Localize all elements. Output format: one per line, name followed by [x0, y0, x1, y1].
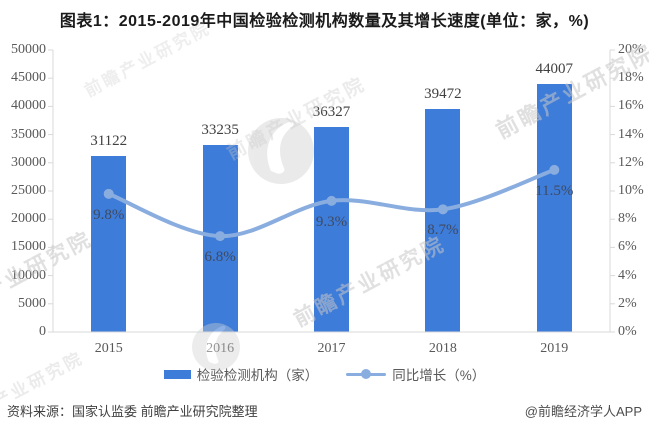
- bar-2018: [425, 109, 461, 332]
- x-axis-label: 2017: [317, 341, 346, 356]
- bar-value-label: 33235: [201, 121, 239, 138]
- left-axis-tick-label: 15000: [11, 239, 46, 255]
- legend: 检验检测机构（家） 同比增长（%）: [0, 364, 649, 384]
- x-axis-label: 2016: [206, 341, 235, 356]
- left-axis-tick-label: 5000: [18, 295, 46, 311]
- legend-label-institutions: 检验检测机构（家）: [196, 368, 319, 383]
- bar-value-label: 44007: [535, 60, 574, 77]
- right-axis-tick-label: 18%: [618, 70, 644, 86]
- right-axis-tick-label: 8%: [618, 211, 637, 227]
- right-axis-tick-label: 12%: [618, 154, 644, 170]
- left-axis-tick-label: 0: [39, 324, 46, 339]
- left-axis-tick-label: 10000: [11, 267, 46, 283]
- line-series-swatch-icon: [346, 369, 387, 379]
- right-axis-tick-label: 16%: [618, 98, 644, 114]
- growth-line-marker: [326, 195, 337, 206]
- growth-line-marker: [437, 204, 448, 215]
- growth-value-label: 9.8%: [93, 206, 125, 223]
- left-axis-tick-label: 25000: [11, 183, 46, 198]
- bar-series-swatch-icon: [163, 369, 191, 379]
- legend-label-growth: 同比增长（%）: [392, 368, 486, 383]
- growth-line-marker: [215, 231, 226, 242]
- left-axis-tick-label: 30000: [11, 154, 46, 170]
- left-axis-tick-label: 50000: [11, 42, 46, 57]
- growth-value-label: 11.5%: [535, 182, 574, 199]
- bar-value-label: 39472: [424, 86, 462, 103]
- growth-line-marker: [549, 164, 560, 175]
- bar-2015: [91, 156, 127, 332]
- bar-2017: [314, 127, 349, 332]
- growth-value-label: 6.8%: [204, 249, 236, 266]
- left-axis-tick-label: 45000: [11, 70, 46, 86]
- chart-title: 图表1：2015-2019年中国检验检测机构数量及其增长速度(单位：家，%): [59, 13, 590, 30]
- legend-item-growth: 同比增长（%）: [346, 364, 485, 384]
- left-axis-tick-label: 40000: [11, 98, 46, 114]
- x-axis-label: 2019: [540, 341, 569, 356]
- publisher-handle: @前瞻经济学人APP: [524, 404, 642, 419]
- right-axis-tick-label: 0%: [618, 324, 637, 339]
- x-axis-label: 2018: [428, 341, 457, 356]
- right-axis-tick-label: 2%: [618, 295, 637, 311]
- right-axis-tick-label: 14%: [618, 126, 644, 142]
- bar-value-label: 36327: [312, 104, 351, 121]
- right-axis-tick-label: 6%: [618, 239, 637, 255]
- left-axis-tick-label: 35000: [11, 126, 46, 142]
- right-axis-tick-label: 20%: [618, 42, 644, 57]
- x-axis-label: 2015: [94, 341, 123, 356]
- left-axis-tick-label: 20000: [11, 211, 46, 227]
- growth-value-label: 8.7%: [427, 222, 459, 239]
- right-axis-tick-label: 4%: [618, 267, 637, 283]
- right-axis-tick-label: 10%: [618, 183, 644, 198]
- legend-item-institutions: 检验检测机构（家）: [163, 364, 319, 384]
- source-note: 资料来源：国家认监委 前瞻产业研究院整理: [7, 404, 258, 419]
- bar-2019: [536, 83, 572, 332]
- bar-value-label: 31122: [90, 133, 128, 150]
- growth-value-label: 9.3%: [315, 213, 348, 230]
- growth-line-marker: [103, 188, 114, 199]
